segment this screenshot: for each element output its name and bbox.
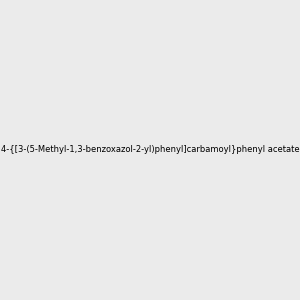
Text: 4-{[3-(5-Methyl-1,3-benzoxazol-2-yl)phenyl]carbamoyl}phenyl acetate: 4-{[3-(5-Methyl-1,3-benzoxazol-2-yl)phen… — [1, 146, 299, 154]
